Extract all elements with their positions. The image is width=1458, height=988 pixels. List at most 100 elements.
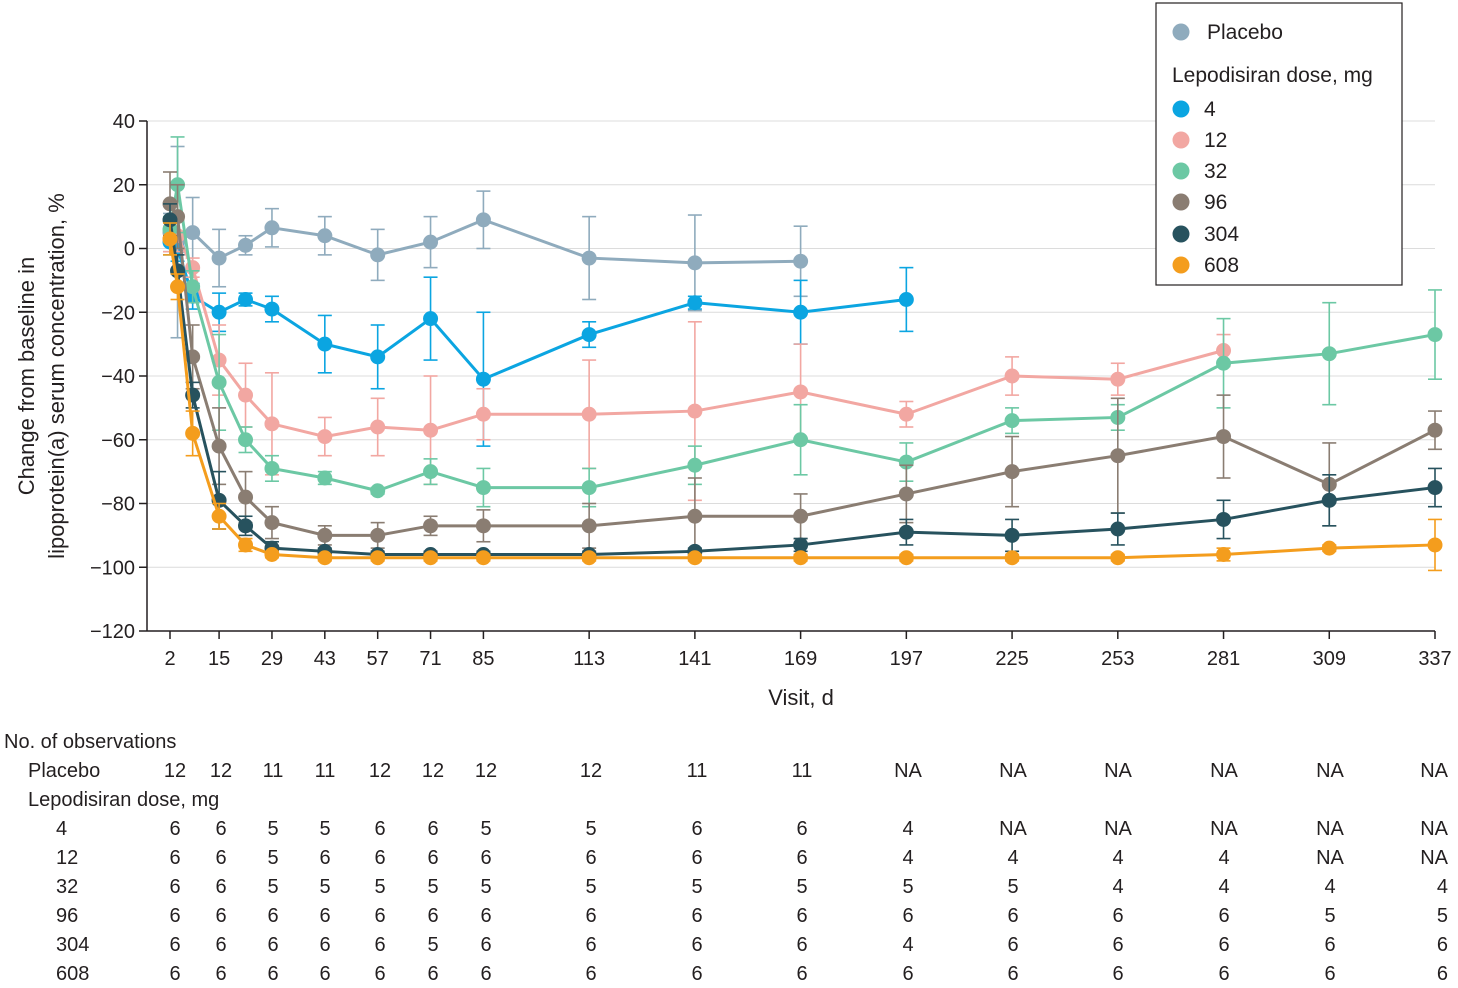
x-tick-label: 15 xyxy=(208,648,230,670)
observations-value: 6 xyxy=(1112,963,1123,985)
observations-value: 6 xyxy=(1112,905,1123,927)
observations-value: 6 xyxy=(319,847,330,869)
observations-value: 4 xyxy=(1218,876,1229,898)
observations-value: 6 xyxy=(796,934,807,956)
observations-value: 12 xyxy=(475,760,497,782)
data-point xyxy=(370,419,386,435)
observations-value: 6 xyxy=(169,905,180,927)
observations-value: NA xyxy=(1420,818,1448,840)
data-point xyxy=(581,250,597,266)
y-tick-label: −40 xyxy=(101,366,135,388)
legend-label: Placebo xyxy=(1207,21,1283,44)
data-point xyxy=(1216,429,1232,445)
observations-value: 6 xyxy=(796,847,807,869)
observations-value: 12 xyxy=(164,760,186,782)
observations-value: 6 xyxy=(169,934,180,956)
observations-value: 6 xyxy=(691,905,702,927)
data-point xyxy=(423,422,439,438)
x-tick-label: 309 xyxy=(1313,648,1346,670)
data-point xyxy=(264,416,280,432)
observations-value: 5 xyxy=(427,876,438,898)
data-point xyxy=(264,220,280,236)
observations-value: 6 xyxy=(267,934,278,956)
data-point xyxy=(264,301,280,317)
observations-value: 6 xyxy=(267,905,278,927)
data-point xyxy=(581,518,597,534)
observations-table: No. of observations Lepodisiran dose, mg… xyxy=(4,731,1449,985)
observations-value: 6 xyxy=(427,905,438,927)
observations-value: 11 xyxy=(263,760,284,782)
legend-marker xyxy=(1172,193,1190,211)
observations-value: NA xyxy=(1210,818,1238,840)
observations-value: NA xyxy=(894,760,922,782)
observations-value: 4 xyxy=(902,934,913,956)
y-tick-label: −80 xyxy=(101,494,135,516)
observations-value: 6 xyxy=(585,905,596,927)
data-point xyxy=(1216,547,1232,562)
observations-row-label: 32 xyxy=(56,876,78,898)
observations-value: NA xyxy=(1420,760,1448,782)
data-point xyxy=(370,527,386,543)
observations-value: 6 xyxy=(1007,963,1018,985)
data-point xyxy=(238,432,254,448)
observations-value: 6 xyxy=(1437,963,1448,985)
data-point xyxy=(238,518,254,534)
data-point xyxy=(898,524,914,540)
observations-value: 6 xyxy=(215,905,226,927)
data-point xyxy=(211,304,227,320)
data-point xyxy=(317,336,333,352)
data-point xyxy=(581,327,597,343)
data-point xyxy=(211,250,227,266)
data-point xyxy=(370,349,386,365)
observations-value: 6 xyxy=(1007,934,1018,956)
observations-value: 6 xyxy=(796,818,807,840)
data-point xyxy=(185,279,201,295)
data-point xyxy=(211,508,227,524)
legend-marker xyxy=(1172,100,1190,118)
data-point xyxy=(581,480,597,496)
observations-value: NA xyxy=(1316,847,1344,869)
x-tick-label: 337 xyxy=(1418,648,1451,670)
observations-value: NA xyxy=(1420,847,1448,869)
data-point xyxy=(423,518,439,534)
observations-value: 5 xyxy=(1007,876,1018,898)
data-point xyxy=(238,237,254,253)
observations-value: 5 xyxy=(267,818,278,840)
x-tick-label: 2 xyxy=(164,648,175,670)
y-tick-label: 0 xyxy=(124,239,135,261)
x-tick-label: 43 xyxy=(314,648,336,670)
data-point xyxy=(475,480,491,496)
observations-value: 4 xyxy=(902,818,913,840)
data-point xyxy=(238,292,254,307)
data-point xyxy=(185,225,201,241)
data-point xyxy=(475,371,491,387)
data-point xyxy=(898,292,914,307)
observations-value: 4 xyxy=(1437,876,1448,898)
legend-marker xyxy=(1172,23,1190,41)
data-point xyxy=(370,550,386,566)
data-point xyxy=(162,231,178,247)
observations-value: 6 xyxy=(169,963,180,985)
observations-value: 4 xyxy=(1007,847,1018,869)
observations-value: 6 xyxy=(1324,963,1335,985)
observations-value: 6 xyxy=(480,905,491,927)
y-axis-title-line2: lipoprotein(a) serum concentration, % xyxy=(44,193,69,559)
data-point xyxy=(793,384,809,400)
observations-value: 6 xyxy=(215,876,226,898)
legend-label: 96 xyxy=(1204,191,1227,214)
x-tick-label: 225 xyxy=(995,648,1028,670)
data-point xyxy=(581,550,597,566)
observations-value: 6 xyxy=(169,876,180,898)
legend-label: 4 xyxy=(1204,98,1216,121)
data-point xyxy=(898,550,914,566)
observations-value: 5 xyxy=(480,818,491,840)
observations-value: 5 xyxy=(319,818,330,840)
observations-value: 5 xyxy=(427,934,438,956)
data-point xyxy=(687,255,703,271)
observations-value: 5 xyxy=(267,876,278,898)
data-point xyxy=(1004,527,1020,543)
series-placebo xyxy=(162,145,809,339)
observations-value: 5 xyxy=(1437,905,1448,927)
observations-value: 6 xyxy=(215,818,226,840)
data-point xyxy=(475,406,491,422)
